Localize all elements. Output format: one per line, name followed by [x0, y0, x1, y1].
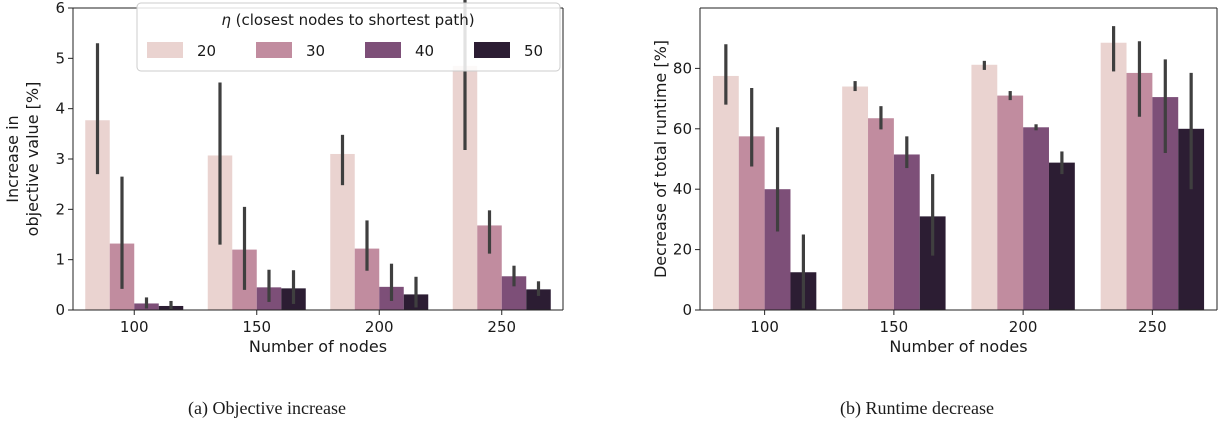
figure-caption: (b) Runtime decrease: [840, 398, 994, 419]
bar-b-150-eta40: [893, 154, 920, 310]
legend-title-text: (closest nodes to shortest path): [231, 11, 475, 29]
x-tick-label: 250: [487, 318, 516, 336]
bar-a-250-eta50: [526, 289, 551, 310]
y-tick-label: 2: [55, 200, 65, 218]
legend-label-eta20: 20: [197, 42, 216, 60]
figure-caption: (a) Objective increase: [188, 398, 346, 419]
legend-swatch-eta50: [474, 42, 510, 58]
y-tick-label: 20: [673, 241, 692, 259]
x-axis-label: Number of nodes: [889, 337, 1027, 356]
x-tick-label: 200: [365, 318, 394, 336]
bar-b-100-eta20: [712, 75, 739, 310]
x-tick-label: 100: [120, 318, 149, 336]
legend-label-eta40: 40: [415, 42, 434, 60]
legend-swatch-eta20: [147, 42, 183, 58]
y-tick-label: 5: [55, 49, 65, 67]
y-tick-label: 0: [55, 301, 65, 319]
y-tick-label: 60: [673, 120, 692, 138]
legend-title-symbol: η: [221, 11, 231, 29]
legend-swatch-eta40: [365, 42, 401, 58]
bar-b-200-eta40: [1023, 127, 1049, 310]
bar-b-150-eta30: [868, 118, 894, 310]
y-tick-label: 3: [55, 150, 65, 168]
bar-b-150-eta20: [842, 86, 869, 311]
bar-b-200-eta30: [997, 95, 1024, 310]
legend-label-eta50: 50: [524, 42, 543, 60]
x-tick-label: 250: [1138, 318, 1167, 336]
legend-box: [136, 2, 561, 72]
x-axis-label: Number of nodes: [249, 337, 387, 356]
y-tick-label: 6: [55, 0, 65, 17]
legend-label-eta30: 30: [306, 42, 325, 60]
y-axis-label: Increase in: [3, 115, 22, 202]
x-tick-label: 100: [750, 318, 779, 336]
legend-swatch-eta30: [256, 42, 292, 58]
legend-title: η (closest nodes to shortest path): [221, 11, 474, 29]
y-axis-label: Decrease of total runtime [%]: [651, 40, 670, 278]
bar-b-200-eta20: [971, 64, 998, 310]
y-tick-label: 80: [673, 59, 692, 77]
bar-b-250-eta20: [1100, 42, 1127, 310]
y-axis-label: objective value [%]: [23, 82, 42, 237]
x-tick-label: 200: [1009, 318, 1038, 336]
bar-b-200-eta50: [1048, 162, 1075, 310]
x-tick-label: 150: [880, 318, 909, 336]
y-tick-label: 40: [673, 180, 692, 198]
y-tick-label: 0: [682, 301, 692, 319]
y-tick-label: 1: [55, 251, 65, 269]
y-tick-label: 4: [55, 100, 65, 118]
x-tick-label: 150: [242, 318, 271, 336]
